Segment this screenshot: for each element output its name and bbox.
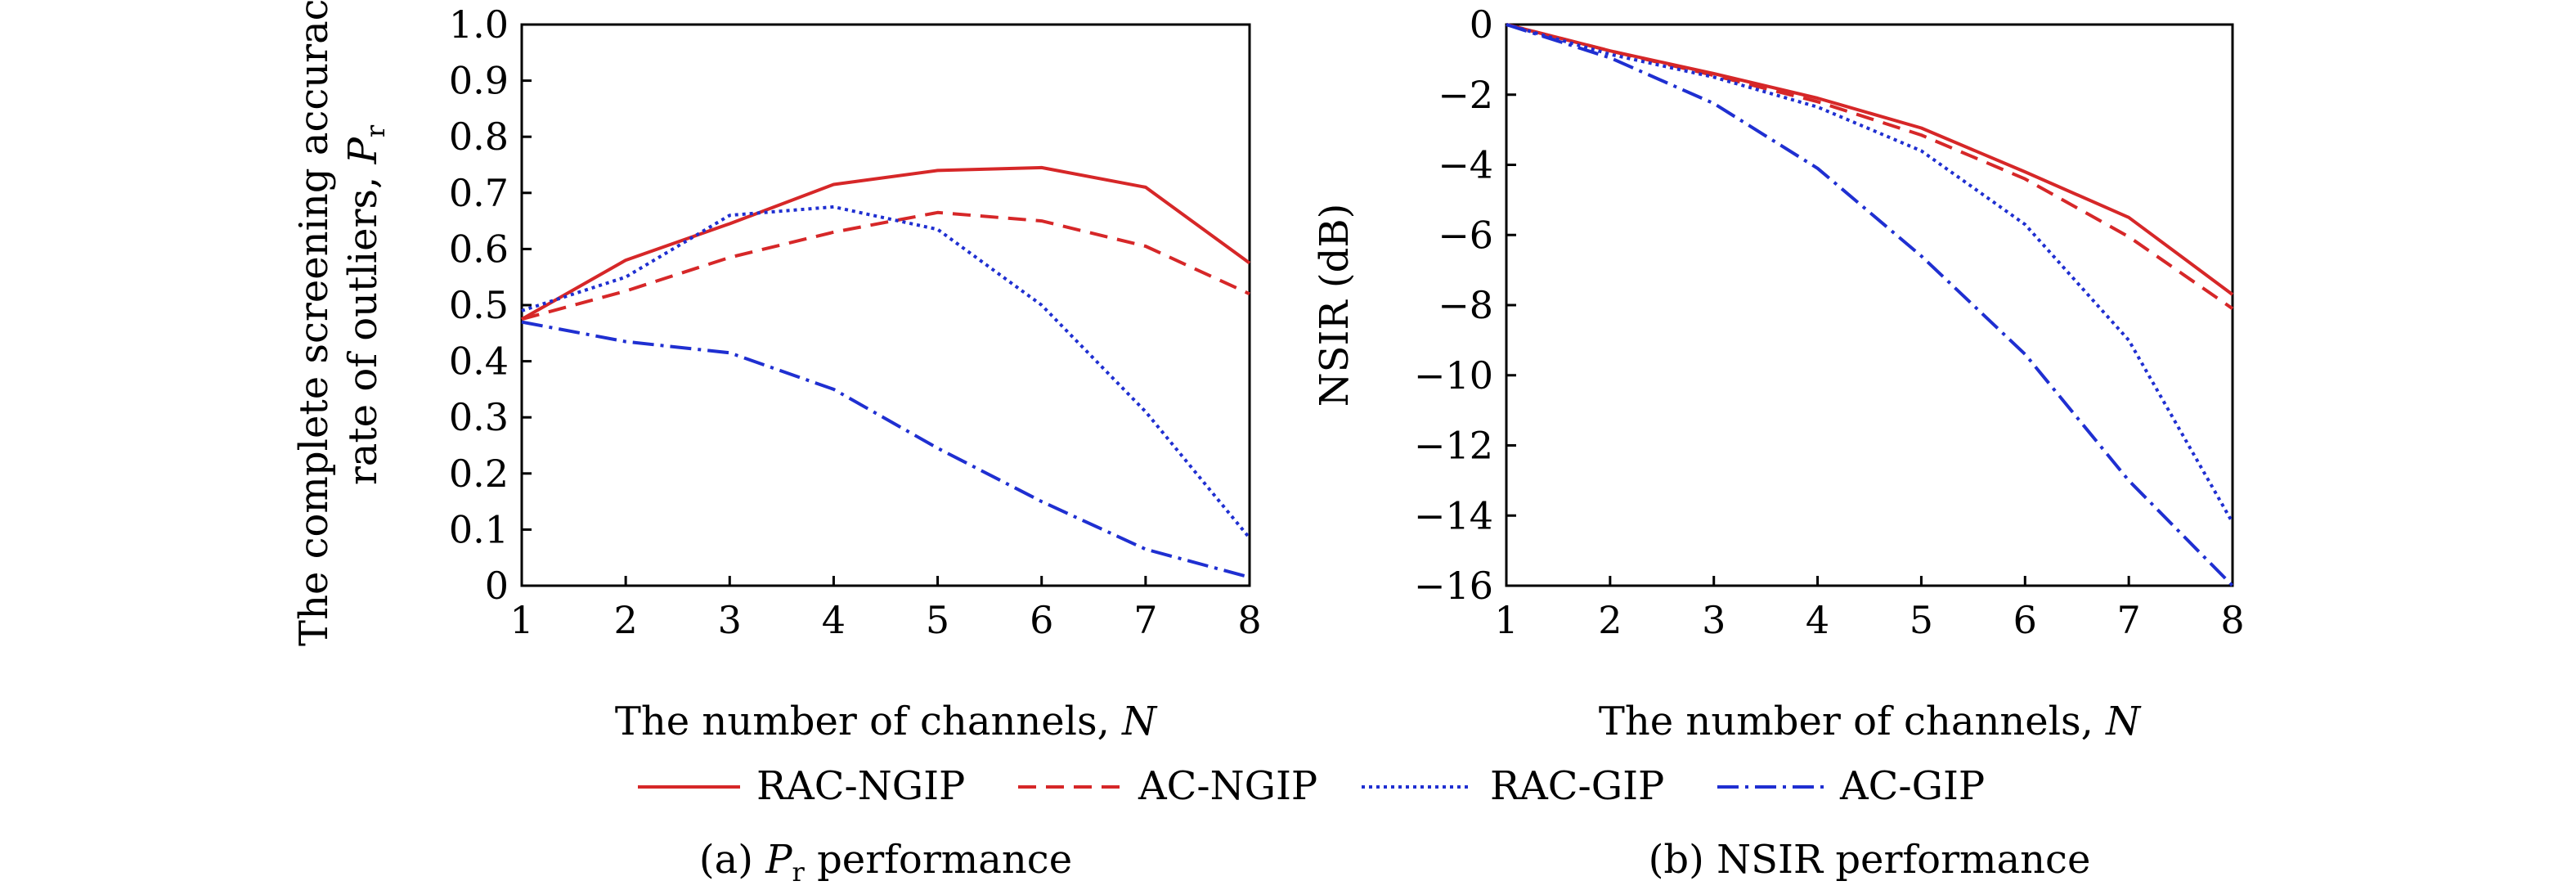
chart-a-x-tick-label: 6 [1030, 598, 1053, 642]
chart-b-x-tick-label: 8 [2220, 598, 2244, 642]
chart-b-series-rac-gip [1506, 23, 2234, 524]
chart-a-y-tick-label: 0.6 [449, 227, 509, 271]
chart-b-series-rac-ngip [1506, 23, 2234, 296]
chart-b-x-tick-label: 2 [1598, 598, 1622, 642]
chart-b-y-tick-label: −12 [1414, 424, 1493, 468]
chart-b-y-ticks: −16 −14 −12 −10 −8 −6 −4 −2 0 [1414, 2, 1516, 608]
chart-b-y-tick-label: −4 [1438, 143, 1493, 187]
chart-a-series-rac-gip [521, 205, 1251, 539]
chart-a-y-tick-label: 0.7 [449, 171, 509, 215]
chart-a-x-tick-label: 1 [509, 598, 533, 642]
chart-a-y-tick-label: 0.5 [449, 283, 509, 327]
chart-b: −16 −14 −12 −10 −8 −6 −4 −2 0 1 2 3 4 5 6 7 8 NSIR (dB)… [1312, 2, 2245, 883]
legend: RAC-NGIP AC-NGIP RAC-GIP AC-GIP [638, 763, 1985, 809]
chart-a-x-tick-label: 2 [614, 598, 638, 642]
legend-item-rac-gip: RAC-GIP [1362, 763, 1664, 809]
chart-a-series-rac-ngip [521, 165, 1251, 321]
chart-a: 0 0.1 0.2 0.3 0.4 0.5 0.6 0.7 0.8 0.9 1.0 1 2 3 4 5 6 7 8… [291, 0, 1262, 888]
chart-b-x-label: The number of channels, N [1599, 699, 2142, 744]
chart-a-series-ac-ngip [521, 210, 1250, 321]
chart-b-y-tick-label: −16 [1414, 564, 1493, 608]
legend-label-rac-ngip: RAC-NGIP [756, 763, 965, 809]
chart-a-y-tick-label: 0.4 [449, 339, 509, 384]
chart-b-x-ticks: 1 2 3 4 5 6 7 8 [1494, 576, 2245, 642]
chart-a-x-tick-label: 3 [718, 598, 742, 642]
chart-a-y-tick-label: 0.3 [449, 395, 509, 439]
legend-label-rac-gip: RAC-GIP [1490, 763, 1664, 809]
chart-a-y-label: The complete screening accuracy rate of … [291, 0, 391, 646]
chart-a-x-tick-label: 8 [1237, 598, 1261, 642]
chart-a-plot-frame [520, 23, 1251, 587]
chart-a-y-ticks: 0 0.1 0.2 0.3 0.4 0.5 0.6 0.7 0.8 0.9 1.0 [449, 2, 532, 608]
chart-a-y-tick-label: 0.2 [449, 452, 509, 496]
legend-label-ac-gip: AC-GIP [1839, 763, 1985, 809]
chart-a-x-tick-label: 7 [1133, 598, 1157, 642]
chart-b-y-tick-label: 0 [1470, 2, 1493, 47]
chart-a-series-ac-gip [521, 320, 1250, 579]
chart-a-series [521, 165, 1251, 579]
chart-a-x-tick-label: 4 [822, 598, 846, 642]
chart-b-plot-frame [1505, 23, 2234, 587]
chart-b-y-tick-label: −14 [1414, 493, 1493, 537]
chart-b-y-tick-label: −6 [1438, 213, 1493, 257]
chart-a-x-label: The number of channels, N [615, 699, 1158, 744]
chart-a-y-tick-label: 0.1 [449, 507, 509, 551]
chart-b-x-tick-label: 4 [1806, 598, 1829, 642]
chart-a-x-ticks: 1 2 3 4 5 6 7 8 [509, 576, 1262, 642]
chart-b-x-tick-label: 6 [2013, 598, 2037, 642]
chart-b-series [1506, 23, 2234, 587]
chart-a-caption: (a) Pr performance [699, 837, 1072, 888]
chart-b-y-tick-label: −2 [1438, 73, 1493, 117]
chart-b-caption: (b) NSIR performance [1649, 837, 2091, 883]
chart-b-x-tick-label: 5 [1910, 598, 1933, 642]
chart-b-y-tick-label: −10 [1414, 353, 1493, 398]
legend-item-rac-ngip: RAC-NGIP [638, 763, 965, 809]
legend-item-ac-ngip: AC-NGIP [1018, 763, 1317, 809]
chart-b-y-tick-label: −8 [1438, 283, 1493, 327]
chart-b-x-tick-label: 7 [2117, 598, 2141, 642]
chart-b-x-tick-label: 1 [1494, 598, 1518, 642]
chart-a-y-tick-label: 1.0 [449, 2, 509, 47]
legend-item-ac-gip: AC-GIP [1717, 763, 1985, 809]
chart-b-y-label: NSIR (dB) [1312, 204, 1358, 407]
chart-b-x-tick-label: 3 [1702, 598, 1726, 642]
chart-a-y-tick-label: 0.9 [449, 59, 509, 103]
chart-a-y-tick-label: 0.8 [449, 115, 509, 159]
legend-label-ac-ngip: AC-NGIP [1138, 763, 1317, 809]
chart-a-y-tick-label: 0 [485, 564, 509, 608]
chart-b-series-ac-ngip [1506, 23, 2234, 310]
chart-a-x-tick-label: 5 [926, 598, 949, 642]
chart-b-series-ac-gip [1506, 23, 2234, 587]
